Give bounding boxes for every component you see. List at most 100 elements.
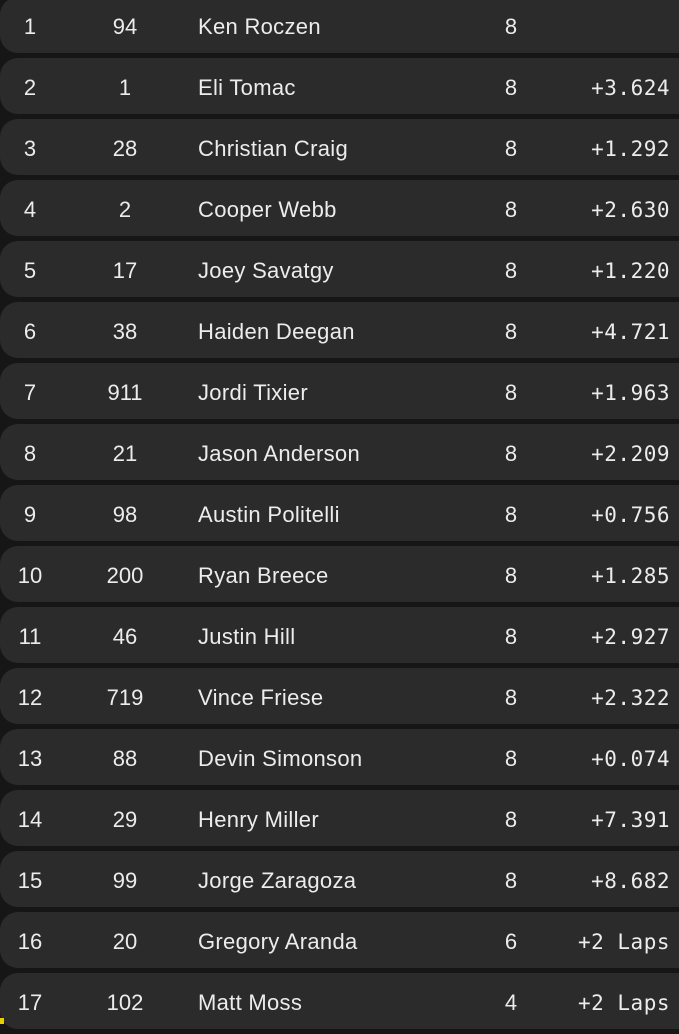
position: 4 [23, 197, 37, 222]
result-row[interactable]: 10 200 Ryan Breece 8 +1.285 [0, 546, 679, 602]
laps: 8 [504, 136, 518, 161]
rider-name: Austin Politelli [198, 502, 340, 527]
result-row[interactable]: 1 94 Ken Roczen 8 [0, 0, 679, 53]
laps: 8 [504, 685, 518, 710]
result-row[interactable]: 3 28 Christian Craig 8 +1.292 [0, 119, 679, 175]
gap: +1.285 [591, 564, 670, 588]
gap: +2.322 [591, 686, 670, 710]
result-row[interactable]: 9 98 Austin Politelli 8 +0.756 [0, 485, 679, 541]
rider-name: Justin Hill [198, 624, 296, 649]
laps: 8 [504, 624, 518, 649]
rider-number: 94 [112, 14, 138, 39]
gap: +8.682 [591, 869, 670, 893]
laps: 8 [504, 197, 518, 222]
rider-number: 98 [112, 502, 138, 527]
gap: +3.624 [591, 76, 670, 100]
laps: 8 [504, 746, 518, 771]
laps: 8 [504, 258, 518, 283]
laps: 8 [504, 502, 518, 527]
result-row[interactable]: 17 102 Matt Moss 4 +2 Laps [0, 973, 679, 1029]
rider-number: 21 [112, 441, 138, 466]
gap: +0.074 [591, 747, 670, 771]
laps: 8 [504, 75, 518, 100]
rider-number: 2 [118, 197, 132, 222]
rider-number: 99 [112, 868, 138, 893]
rider-name: Jorge Zaragoza [198, 868, 357, 893]
rider-number: 17 [112, 258, 138, 283]
rider-name: Devin Simonson [198, 746, 363, 771]
result-row[interactable]: 13 88 Devin Simonson 8 +0.074 [0, 729, 679, 785]
position: 13 [17, 746, 43, 771]
rider-name: Jason Anderson [198, 441, 360, 466]
result-row[interactable]: 6 38 Haiden Deegan 8 +4.721 [0, 302, 679, 358]
rider-number: 38 [112, 319, 138, 344]
laps: 8 [504, 441, 518, 466]
position: 12 [17, 685, 43, 710]
rider-name: Gregory Aranda [198, 929, 358, 954]
rider-number: 200 [106, 563, 144, 588]
laps: 8 [504, 807, 518, 832]
gap: +2 Laps [577, 930, 670, 954]
position: 14 [17, 807, 43, 832]
rider-number: 1 [118, 75, 132, 100]
laps: 4 [504, 990, 518, 1015]
gap: +2.209 [591, 442, 670, 466]
rider-number: 46 [112, 624, 138, 649]
result-row[interactable]: 12 719 Vince Friese 8 +2.322 [0, 668, 679, 724]
rider-number: 29 [112, 807, 138, 832]
gap: +1.292 [591, 137, 670, 161]
rider-name: Ryan Breece [198, 563, 329, 588]
position: 9 [23, 502, 37, 527]
gap: +2.630 [591, 198, 670, 222]
rider-name: Joey Savatgy [198, 258, 334, 283]
result-row[interactable]: 5 17 Joey Savatgy 8 +1.220 [0, 241, 679, 297]
position: 16 [17, 929, 43, 954]
gap: +2.927 [591, 625, 670, 649]
gap: +4.721 [591, 320, 670, 344]
rider-number: 102 [106, 990, 144, 1015]
position: 7 [23, 380, 37, 405]
accent-marker [0, 1018, 4, 1024]
position: 17 [17, 990, 43, 1015]
position: 2 [23, 75, 37, 100]
rider-name: Matt Moss [198, 990, 303, 1015]
rider-number: 20 [112, 929, 138, 954]
position: 5 [23, 258, 37, 283]
result-row[interactable]: 14 29 Henry Miller 8 +7.391 [0, 790, 679, 846]
position: 8 [23, 441, 37, 466]
gap: +7.391 [591, 808, 670, 832]
laps: 6 [504, 929, 518, 954]
rider-name: Vince Friese [198, 685, 324, 710]
rider-name: Cooper Webb [198, 197, 337, 222]
result-row[interactable]: 2 1 Eli Tomac 8 +3.624 [0, 58, 679, 114]
rider-name: Christian Craig [198, 136, 348, 161]
result-row[interactable]: 16 20 Gregory Aranda 6 +2 Laps [0, 912, 679, 968]
position: 3 [23, 136, 37, 161]
rider-name: Jordi Tixier [198, 380, 308, 405]
position: 11 [18, 624, 42, 649]
rider-number: 28 [112, 136, 138, 161]
laps: 8 [504, 868, 518, 893]
rider-number: 911 [107, 380, 143, 405]
result-row[interactable]: 15 99 Jorge Zaragoza 8 +8.682 [0, 851, 679, 907]
rider-name: Eli Tomac [198, 75, 296, 100]
position: 10 [17, 563, 43, 588]
laps: 8 [504, 14, 518, 39]
result-row[interactable]: 7 911 Jordi Tixier 8 +1.963 [0, 363, 679, 419]
position: 15 [17, 868, 43, 893]
gap: +0.756 [591, 503, 670, 527]
rider-name: Haiden Deegan [198, 319, 355, 344]
result-row[interactable]: 11 46 Justin Hill 8 +2.927 [0, 607, 679, 663]
result-row[interactable]: 8 21 Jason Anderson 8 +2.209 [0, 424, 679, 480]
rider-name: Ken Roczen [198, 14, 321, 39]
gap: +2 Laps [577, 991, 670, 1015]
position: 6 [23, 319, 37, 344]
position: 1 [23, 14, 37, 39]
rider-number: 719 [106, 685, 144, 710]
result-row[interactable]: 4 2 Cooper Webb 8 +2.630 [0, 180, 679, 236]
laps: 8 [504, 563, 518, 588]
rider-name: Henry Miller [198, 807, 319, 832]
gap: +1.963 [591, 381, 670, 405]
laps: 8 [504, 380, 518, 405]
